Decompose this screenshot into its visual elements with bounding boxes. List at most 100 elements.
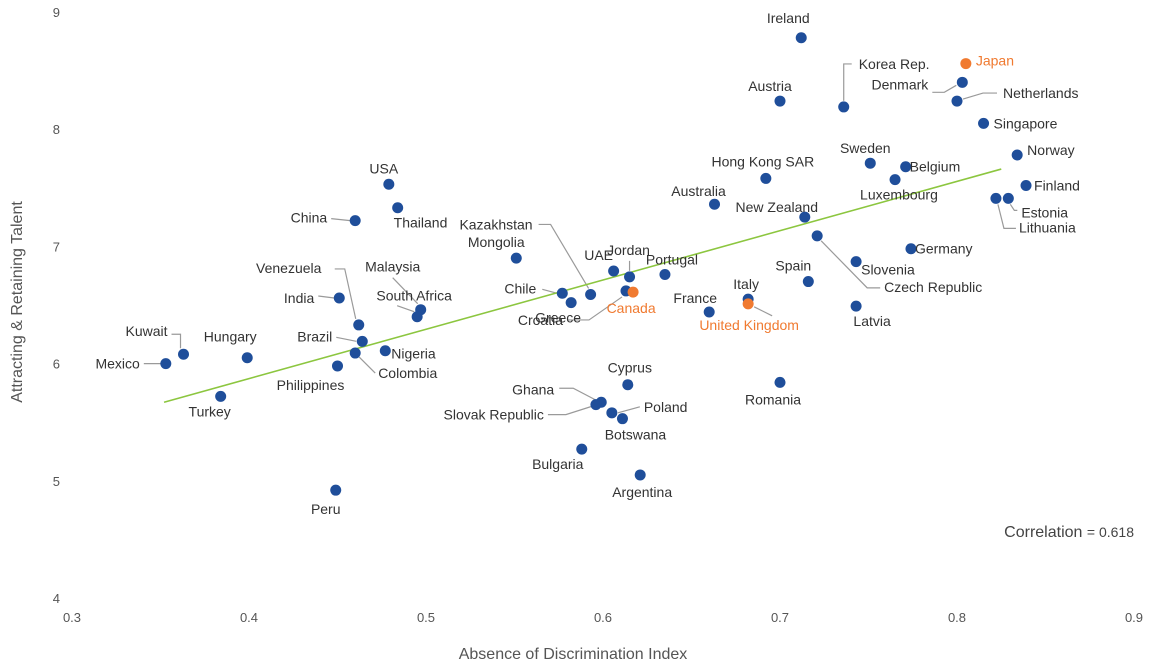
point-portugal: [659, 269, 671, 281]
point-latvia: [850, 300, 862, 312]
point-poland: [606, 407, 618, 419]
label-singapore: Singapore: [994, 115, 1058, 131]
point-france: [703, 306, 715, 318]
label-germany: Germany: [915, 241, 973, 257]
point-slovak-republic: [590, 399, 602, 411]
x-tick-label: 0.6: [594, 610, 612, 625]
point-korea-rep: [838, 101, 850, 113]
label-india: India: [284, 290, 315, 306]
leader-line-brazil: [336, 336, 357, 342]
label-canada: Canada: [607, 300, 656, 316]
point-nigeria: [379, 345, 391, 357]
point-cyprus: [622, 379, 634, 391]
point-india: [333, 292, 345, 304]
leader-line-netherlands: [962, 92, 997, 100]
label-nigeria: Nigeria: [391, 346, 436, 362]
leader-line-estonia: [1009, 204, 1018, 211]
point-greece: [565, 297, 577, 309]
y-tick-label: 5: [53, 474, 60, 489]
label-italy: Italy: [733, 276, 759, 292]
point-ireland: [795, 32, 807, 44]
y-axis-ticks: 4 5 6 7 8 9: [53, 5, 60, 606]
label-thailand: Thailand: [394, 215, 448, 231]
label-brazil: Brazil: [297, 328, 332, 344]
label-estonia: Estonia: [1021, 204, 1068, 220]
point-south-africa: [411, 311, 423, 323]
point-japan: [960, 58, 972, 70]
correlation-value: = 0.618: [1087, 524, 1134, 540]
label-ghana: Ghana: [512, 381, 554, 397]
label-bulgaria: Bulgaria: [532, 456, 584, 472]
point-lithuania: [990, 192, 1002, 204]
point-thailand: [392, 202, 404, 214]
label-sweden: Sweden: [840, 140, 891, 156]
y-tick-label: 4: [53, 591, 60, 606]
point-sweden: [864, 157, 876, 169]
trendline-group: [163, 168, 1002, 404]
leader-line-malaysia: [392, 277, 419, 305]
label-malaysia: Malaysia: [365, 259, 420, 275]
label-slovak-republic: Slovak Republic: [444, 407, 544, 423]
label-luxembourg: Luxembourg: [860, 187, 938, 203]
data-points: [160, 32, 1032, 496]
point-colombia: [349, 347, 361, 359]
point-mongolia: [510, 252, 522, 264]
x-tick-label: 0.4: [240, 610, 258, 625]
y-tick-label: 6: [53, 357, 60, 372]
leader-line-venezuela: [334, 268, 357, 320]
label-cyprus: Cyprus: [608, 360, 652, 376]
y-tick-label: 8: [53, 122, 60, 137]
label-korea-rep: Korea Rep.: [859, 56, 930, 72]
label-kuwait: Kuwait: [125, 323, 167, 339]
label-hungary: Hungary: [204, 329, 257, 345]
label-venezuela: Venezuela: [256, 260, 322, 276]
leader-line-poland: [617, 406, 641, 414]
leader-line-kuwait: [171, 333, 182, 349]
point-philippines: [332, 360, 343, 372]
point-spain: [802, 276, 814, 288]
leader-line-slovak-republic: [547, 406, 592, 416]
point-mexico: [160, 358, 172, 370]
label-romania: Romania: [745, 391, 801, 407]
label-poland: Poland: [644, 399, 688, 415]
label-uae: UAE: [584, 247, 613, 263]
point-chile: [556, 287, 568, 299]
label-denmark: Denmark: [872, 76, 930, 92]
point-belgium: [900, 161, 912, 173]
point-australia: [709, 198, 721, 210]
point-turkey: [215, 390, 227, 402]
label-china: China: [291, 210, 328, 226]
point-bulgaria: [576, 443, 588, 455]
x-tick-label: 0.9: [1125, 610, 1143, 625]
label-croatia: Croatia: [518, 312, 563, 328]
label-mexico: Mexico: [95, 356, 140, 372]
label-lithuania: Lithuania: [1019, 219, 1076, 235]
label-france: France: [673, 290, 717, 306]
label-usa: USA: [369, 160, 398, 176]
point-venezuela: [353, 319, 365, 331]
trendline: [163, 168, 1002, 404]
leader-line-ghana: [559, 387, 597, 401]
y-tick-label: 9: [53, 5, 60, 20]
label-portugal: Portugal: [646, 252, 698, 268]
label-slovenia: Slovenia: [861, 262, 915, 278]
point-denmark: [956, 76, 968, 88]
label-jordan: Jordan: [607, 242, 650, 258]
leader-line-korea-rep: [843, 63, 852, 101]
leader-line-croatia: [568, 296, 623, 321]
point-luxembourg: [889, 174, 901, 186]
point-canada: [627, 286, 639, 298]
x-tick-label: 0.5: [417, 610, 435, 625]
label-botswana: Botswana: [605, 427, 667, 443]
point-labels: Ireland Japan Korea Rep. Austria Denmark Neth…: [95, 10, 1080, 517]
x-tick-label: 0.8: [948, 610, 966, 625]
label-hong-kong-sar: Hong Kong SAR: [711, 153, 814, 169]
correlation-annotation: Correlation = 0.618: [1004, 524, 1134, 541]
label-argentina: Argentina: [612, 484, 672, 500]
point-hungary: [241, 352, 253, 364]
point-botswana: [616, 413, 628, 425]
label-colombia: Colombia: [378, 365, 437, 381]
label-japan: Japan: [976, 53, 1014, 69]
label-chile: Chile: [504, 280, 536, 296]
